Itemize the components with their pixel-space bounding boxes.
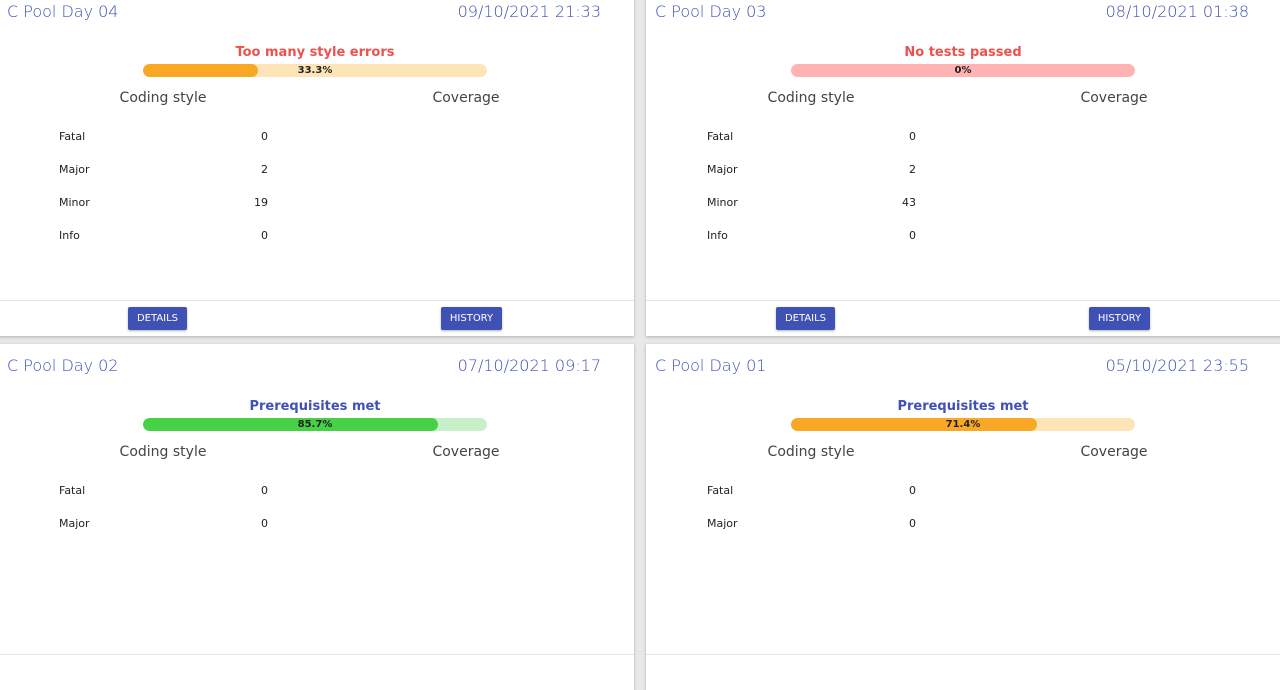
coverage-heading: Coverage [432,90,500,106]
style-row-value: 0 [909,229,916,242]
style-row-value: 2 [261,163,268,176]
report-card: C Pool Day 02 07/10/2021 09:17 Prerequisit… [0,344,634,690]
coverage-heading: Coverage [432,444,500,460]
coverage-rings: 0Branches0Lines [966,118,1266,268]
coding-style-heading: Coding style [119,90,207,106]
progress-fill [143,418,438,431]
status-text: Too many style errors [235,45,395,60]
progress-fill [791,418,1037,431]
style-row-value: 0 [909,130,916,143]
action-button[interactable]: DETAILS [776,307,835,330]
progress-label: 0% [954,65,972,76]
footer-separator [646,300,1280,301]
style-row-name: Info [707,229,728,242]
report-card: C Pool Day 01 05/10/2021 23:55 Prerequisit… [646,344,1280,690]
status-text: Prerequisites met [897,399,1029,414]
footer-separator [0,654,634,655]
style-row-name: Major [59,517,90,530]
action-button[interactable]: HISTORY [441,307,502,330]
coding-style-heading: Coding style [767,444,855,460]
card-date: 05/10/2021 23:55 [1105,356,1249,375]
progress-track: 0% [791,64,1135,77]
progress-label: 85.7% [297,419,333,430]
style-row-name: Minor [707,196,738,209]
card-title: C Pool Day 02 [7,356,119,375]
coverage-rings: 00 [966,472,1266,622]
coverage-heading: Coverage [1080,90,1148,106]
card-title: C Pool Day 01 [655,356,767,375]
style-row-name: Major [707,163,738,176]
progress-label: 71.4% [945,419,981,430]
style-row-name: Major [707,517,738,530]
style-row-value: 43 [902,196,916,209]
card-title: C Pool Day 03 [655,2,767,21]
style-row-value: 0 [261,517,268,530]
style-row-value: 0 [909,517,916,530]
card-title: C Pool Day 04 [7,2,119,21]
coverage-rings: 00 [318,472,618,622]
style-row-value: 0 [261,484,268,497]
report-card: C Pool Day 04 09/10/2021 21:33 Too many st… [0,0,634,336]
style-row-value: 2 [909,163,916,176]
card-date: 09/10/2021 21:33 [457,2,601,21]
style-row-value: 0 [261,130,268,143]
progress-track: 71.4% [791,418,1135,431]
footer-separator [0,300,634,301]
style-row-name: Fatal [59,130,86,143]
style-row-name: Fatal [707,484,734,497]
action-button[interactable]: DETAILS [128,307,187,330]
style-row-name: Major [59,163,90,176]
card-date: 08/10/2021 01:38 [1105,2,1249,21]
style-row-value: 0 [261,229,268,242]
progress-track: 33.3% [143,64,487,77]
status-text: No tests passed [904,45,1022,60]
coding-style-heading: Coding style [119,444,207,460]
progress-fill [143,64,258,77]
card-date: 07/10/2021 09:17 [457,356,601,375]
style-row-name: Fatal [707,130,734,143]
style-row-value: 0 [909,484,916,497]
coding-style-heading: Coding style [767,90,855,106]
footer-separator [646,654,1280,655]
style-row-value: 19 [254,196,268,209]
style-row-name: Info [59,229,80,242]
style-row-name: Fatal [59,484,86,497]
style-row-name: Minor [59,196,90,209]
progress-label: 33.3% [297,65,333,76]
action-button[interactable]: HISTORY [1089,307,1150,330]
report-card: C Pool Day 03 08/10/2021 01:38 No tests pa… [646,0,1280,336]
coverage-heading: Coverage [1080,444,1148,460]
progress-track: 85.7% [143,418,487,431]
coverage-rings: 0Branches0Lines [318,118,618,268]
status-text: Prerequisites met [249,399,381,414]
